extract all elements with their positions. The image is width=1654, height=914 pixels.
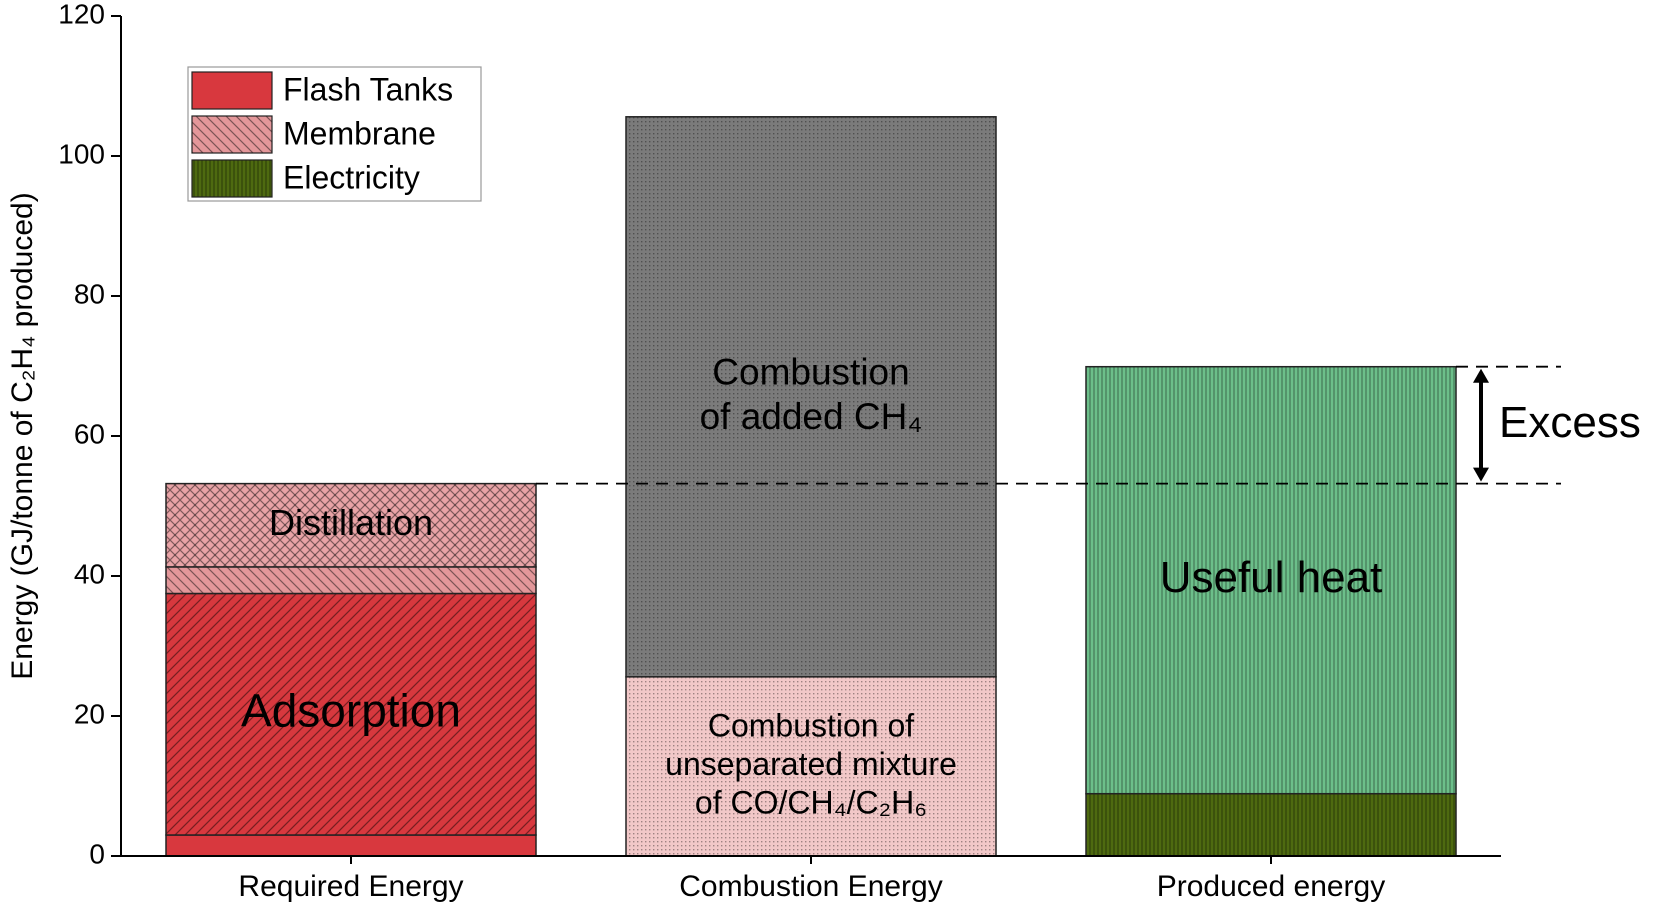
bar-segment — [165, 482, 537, 568]
annotation: Excess — [1499, 398, 1641, 447]
y-tick-label: 40 — [74, 558, 105, 589]
x-tick-label: Produced energy — [1157, 870, 1386, 903]
legend-swatch — [191, 115, 273, 154]
segment-label: of added CH₄ — [700, 396, 923, 437]
arrow-head — [1473, 368, 1489, 383]
y-tick-label: 80 — [74, 278, 105, 309]
segment-label: Combustion — [712, 351, 909, 392]
legend-swatch — [191, 159, 273, 198]
legend-label: Membrane — [283, 115, 436, 151]
y-tick-label: 120 — [58, 0, 105, 29]
bar-segment — [1085, 792, 1457, 857]
y-tick-label: 0 — [89, 838, 105, 869]
segment-label: Combustion of — [708, 707, 914, 743]
segment-label: Distillation — [269, 502, 433, 543]
bar-segment — [165, 834, 537, 857]
x-tick-label: Required Energy — [238, 870, 463, 903]
y-tick-label: 20 — [74, 698, 105, 729]
bar-segment — [1085, 365, 1457, 795]
legend-label: Flash Tanks — [283, 71, 453, 107]
bar-segment — [165, 566, 537, 595]
bar-segment — [625, 116, 997, 678]
segment-label: Useful heat — [1160, 553, 1383, 602]
segment-label: unseparated mixture — [665, 746, 957, 782]
segment-label: of CO/CH₄/C₂H₆ — [695, 784, 927, 820]
y-tick-label: 60 — [74, 418, 105, 449]
arrow-head — [1473, 467, 1489, 482]
bar-segment — [165, 592, 537, 836]
y-axis-title: Energy (GJ/tonne of C₂H₄ produced) — [6, 192, 39, 679]
x-tick-label: Combustion Energy — [679, 870, 942, 903]
segment-label: Adsorption — [241, 684, 461, 736]
legend-swatch — [191, 71, 273, 110]
legend-label: Electricity — [283, 159, 420, 195]
y-tick-label: 100 — [58, 138, 105, 169]
